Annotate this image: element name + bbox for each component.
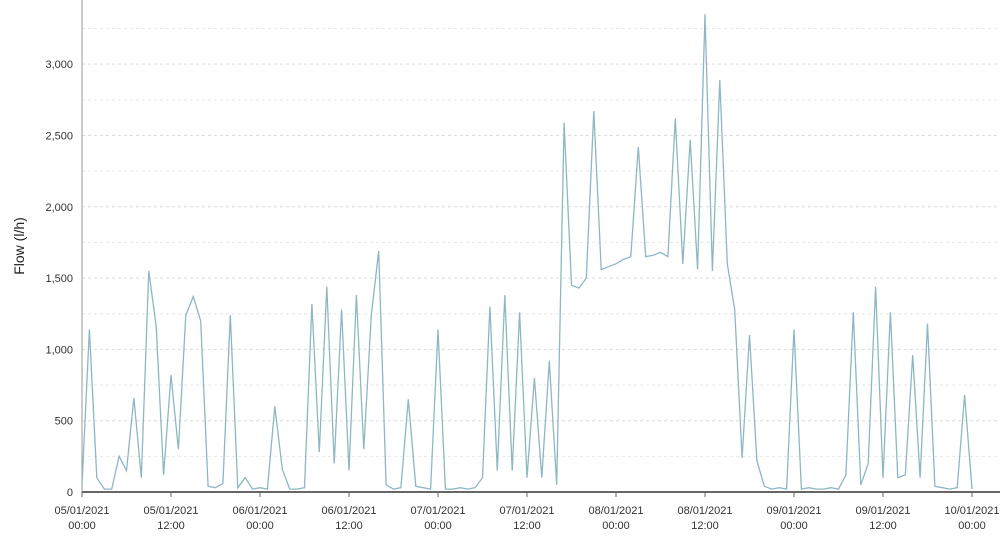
- x-tick-label-line: 08/01/2021: [677, 505, 732, 517]
- x-tick-label: 09/01/2021 00:00: [766, 505, 821, 532]
- x-tick-label-line: 12:00: [335, 520, 363, 532]
- x-tick-label-line: 05/01/2021: [54, 505, 109, 517]
- x-tick-label-line: 12:00: [513, 520, 541, 532]
- x-tick-label: 10/01/2021 00:00: [944, 505, 999, 532]
- x-tick-label-line: 07/01/2021: [499, 505, 554, 517]
- x-tick-label-line: 00:00: [246, 520, 274, 532]
- x-tick-label-line: 00:00: [602, 520, 630, 532]
- x-tick-label-line: 00:00: [68, 520, 96, 532]
- x-tick-label-line: 12:00: [869, 520, 897, 532]
- x-tick-label-line: 12:00: [691, 520, 719, 532]
- y-tick-label: 1,500: [45, 273, 73, 285]
- x-tick-label-line: 09/01/2021: [855, 505, 910, 517]
- y-axis-label: Flow (l/h): [11, 217, 27, 275]
- y-tick-label: 1,000: [45, 344, 73, 356]
- x-tick-label-line: 12:00: [157, 520, 185, 532]
- x-tick-label-line: 06/01/2021: [232, 505, 287, 517]
- x-tick-label: 05/01/2021 12:00: [143, 505, 198, 532]
- x-tick-label: 07/01/2021 12:00: [499, 505, 554, 532]
- y-tick-label: 0: [67, 487, 73, 499]
- x-tick-label-line: 05/01/2021: [143, 505, 198, 517]
- x-tick-label-line: 00:00: [780, 520, 808, 532]
- x-tick-label-line: 07/01/2021: [410, 505, 465, 517]
- x-tick-label-line: 09/01/2021: [766, 505, 821, 517]
- line-series: [81, 14, 973, 490]
- x-tick-label-line: 00:00: [424, 520, 452, 532]
- y-tick-label: 2,500: [45, 130, 73, 142]
- x-tick-label-line: 00:00: [958, 520, 986, 532]
- y-tick-label: 500: [55, 416, 73, 428]
- x-tick-label: 05/01/2021 00:00: [54, 505, 109, 532]
- x-tick-label: 06/01/2021 12:00: [321, 505, 376, 532]
- y-tick-label: 3,000: [45, 59, 73, 71]
- x-tick-label: 07/01/2021 00:00: [410, 505, 465, 532]
- x-tick-label-line: 08/01/2021: [588, 505, 643, 517]
- x-tick-label: 06/01/2021 00:00: [232, 505, 287, 532]
- x-tick-label-line: 10/01/2021: [944, 505, 999, 517]
- x-tick-label: 08/01/2021 00:00: [588, 505, 643, 532]
- x-tick-label: 08/01/2021 12:00: [677, 505, 732, 532]
- x-tick-label-line: 06/01/2021: [321, 505, 376, 517]
- y-tick-label: 2,000: [45, 202, 73, 214]
- x-tick-label: 09/01/2021 12:00: [855, 505, 910, 532]
